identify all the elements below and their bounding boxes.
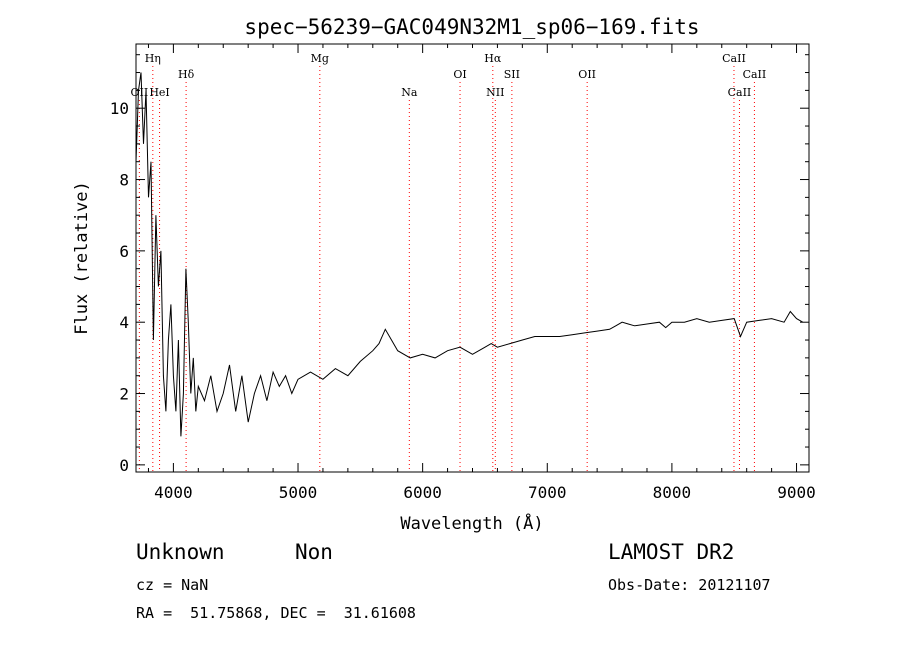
- axis-ticks: 4000 5000 6000 7000 8000 9000 0 2 4 6 8 10: [110, 44, 816, 502]
- y-axis-label: Flux (relative): [72, 181, 92, 335]
- plot-frame: [135, 43, 810, 473]
- line-marker-label: OII: [131, 86, 149, 99]
- x-axis-label: Wavelength (Å): [400, 512, 543, 534]
- line-marker-label: Hη: [145, 52, 161, 65]
- line-marker-label: Mg: [311, 52, 329, 65]
- x-tick-label: 5000: [279, 483, 318, 502]
- y-tick-label: 10: [110, 99, 129, 118]
- ra-dec-coordinates: RA = 51.75868, DEC = 31.61608: [136, 604, 416, 622]
- y-tick-label: 0: [119, 456, 129, 475]
- line-marker-label: CaII: [728, 86, 752, 99]
- obs-date: Obs-Date: 20121107: [608, 576, 771, 594]
- line-marker-label: Hα: [484, 52, 502, 65]
- x-tick-label: 7000: [528, 483, 567, 502]
- line-marker-label: Hδ: [178, 68, 195, 81]
- object-class: Unknown: [136, 540, 225, 564]
- line-marker-label: CaII: [743, 68, 767, 81]
- x-tick-label: 8000: [653, 483, 692, 502]
- x-tick-label: 4000: [154, 483, 193, 502]
- line-marker-label: OII: [578, 68, 596, 81]
- line-marker-label: CaII: [722, 52, 746, 65]
- x-tick-label: 9000: [777, 483, 816, 502]
- y-tick-label: 2: [119, 385, 129, 404]
- line-marker-label: OI: [453, 68, 466, 81]
- spectrum-series-line: [135, 72, 804, 437]
- y-tick-label: 4: [119, 313, 129, 332]
- redshift-cz: cz = NaN: [136, 576, 209, 594]
- survey-name: LAMOST DR2: [608, 540, 735, 564]
- object-subclass: Non: [295, 540, 333, 564]
- line-marker-label: SII: [504, 68, 520, 81]
- line-marker-label: NII: [486, 86, 504, 99]
- x-tick-label: 6000: [403, 483, 442, 502]
- line-marker-label: Na: [401, 86, 418, 99]
- y-tick-label: 8: [119, 171, 129, 190]
- line-marker-label: HeI: [149, 86, 169, 99]
- y-tick-label: 6: [119, 242, 129, 261]
- chart-title: spec−56239−GAC049N32M1_sp06−169.fits: [244, 15, 699, 39]
